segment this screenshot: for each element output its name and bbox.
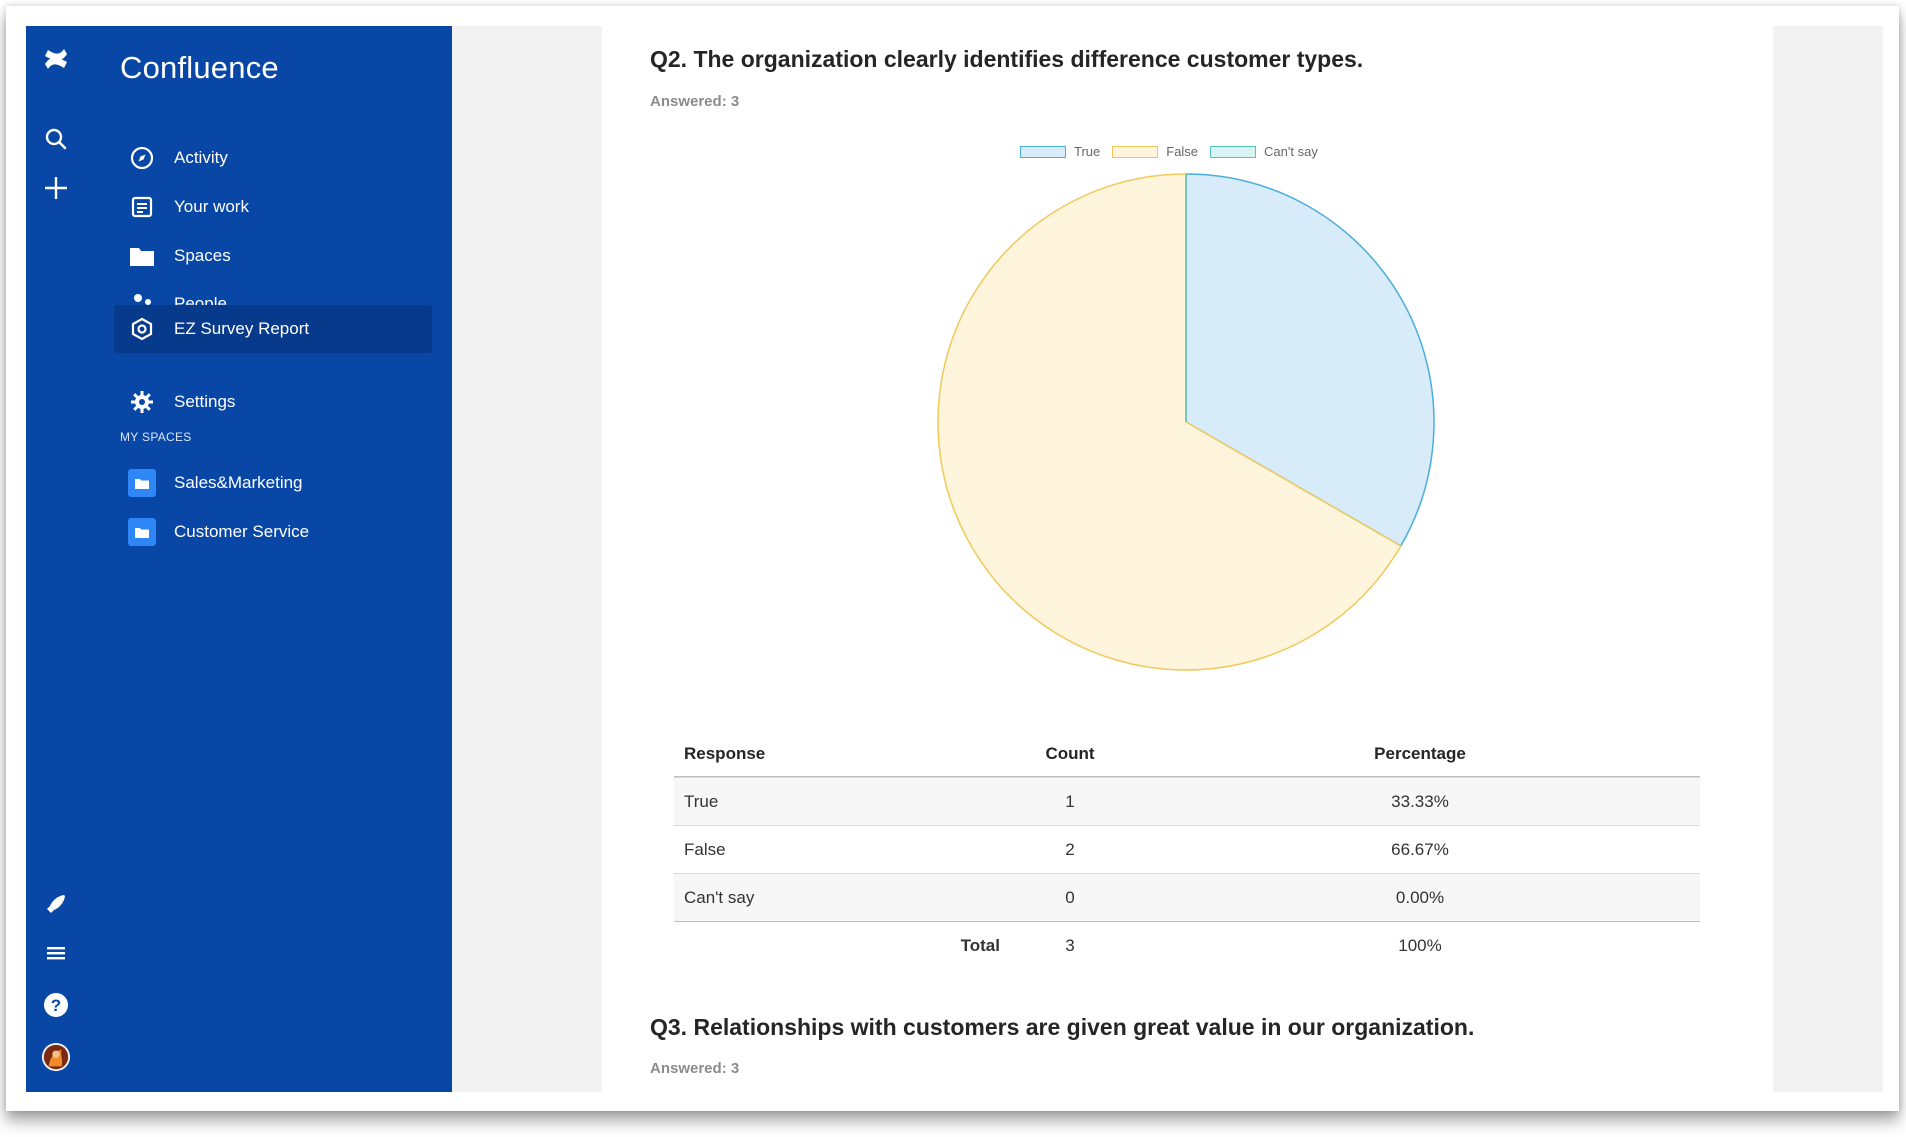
app-title: Confluence [120, 50, 279, 85]
cell-response: False [684, 839, 726, 859]
table-header-row: Response Count Percentage [674, 732, 1700, 777]
content-gutter-right [1773, 26, 1883, 1092]
space-item-sales-marketing[interactable]: Sales&Marketing [114, 459, 432, 507]
question-2-answered: Answered: 3 [650, 93, 740, 110]
sidebar-item-label: Spaces [174, 246, 231, 265]
sidebar-item-label: Settings [174, 392, 236, 411]
pie-slice-false[interactable] [937, 173, 1402, 671]
legend-label: False [1166, 144, 1199, 159]
header-response: Response [684, 744, 766, 763]
sidebar-item-label: EZ Survey Report [174, 319, 310, 338]
confluence-logo-icon[interactable] [41, 44, 71, 74]
hexagon-gear-icon [128, 315, 156, 343]
cell-total-percentage: 100% [1398, 935, 1442, 955]
response-table: Response Count Percentage True 1 33.33% … [674, 732, 1700, 969]
sidebar-item-your-work[interactable]: Your work [114, 183, 432, 231]
space-item-customer-service[interactable]: Customer Service [114, 508, 432, 556]
legend-item-true[interactable]: True [1020, 144, 1100, 159]
compass-icon [128, 144, 156, 172]
search-icon[interactable] [41, 124, 71, 154]
cell-count: 0 [1065, 887, 1075, 907]
legend-swatch-true [1020, 145, 1066, 158]
sidebar-item-settings[interactable]: Settings [114, 378, 432, 426]
space-item-label: Customer Service [174, 522, 310, 541]
pie-slice-true[interactable] [1185, 173, 1435, 548]
question-3-answered: Answered: 3 [650, 1060, 740, 1077]
cell-count: 2 [1065, 839, 1075, 859]
avatar[interactable] [41, 1042, 71, 1072]
question-3-title: Q3. Relationships with customers are giv… [650, 1014, 1475, 1040]
sidebar-item-ez-survey-report[interactable]: EZ Survey Report [114, 305, 432, 353]
rocket-icon[interactable] [41, 889, 71, 919]
sidebar-item-spaces[interactable]: Spaces [114, 232, 432, 280]
legend-item-cant-say[interactable]: Can't say [1210, 144, 1318, 159]
cell-total-label: Total [960, 935, 1000, 955]
document-list-icon [128, 193, 156, 221]
table-row: False 2 66.67% [674, 825, 1700, 873]
header-count: Count [1045, 744, 1095, 763]
cell-percentage: 66.67% [1391, 839, 1449, 859]
sidebar-item-label: Activity [174, 148, 228, 167]
space-folder-icon [128, 518, 156, 546]
cell-response: True [684, 791, 719, 811]
cell-total-count: 3 [1065, 935, 1075, 955]
header-percentage: Percentage [1374, 744, 1466, 763]
table-total-row: Total 3 100% [674, 921, 1700, 969]
legend-label: True [1074, 144, 1101, 159]
cell-percentage: 0.00% [1395, 887, 1445, 907]
folder-icon [128, 242, 156, 270]
pie-chart [936, 172, 1436, 672]
global-rail: ? [26, 26, 86, 1092]
my-spaces-heading: MY SPACES [120, 430, 192, 444]
space-folder-icon [128, 469, 156, 497]
legend-swatch-cant-say [1210, 145, 1257, 158]
hamburger-icon[interactable] [41, 938, 71, 968]
legend-label: Can't say [1264, 144, 1318, 159]
svg-text:?: ? [51, 996, 61, 1015]
sidebar: Confluence Activity Your work Spaces Peo… [86, 26, 452, 1092]
legend-item-false[interactable]: False [1112, 144, 1198, 159]
cell-count: 1 [1065, 791, 1075, 811]
space-item-label: Sales&Marketing [174, 473, 303, 492]
cell-percentage: 33.33% [1391, 791, 1449, 811]
question-2-title: Q2. The organization clearly identifies … [650, 46, 1364, 72]
chart-legend: True False Can't say [1020, 144, 1330, 159]
cell-response: Can't say [684, 887, 755, 907]
survey-report-content: Q2. The organization clearly identifies … [602, 26, 1773, 1092]
sidebar-item-label: Your work [174, 197, 249, 216]
help-icon[interactable]: ? [41, 990, 71, 1020]
legend-swatch-false [1112, 145, 1159, 158]
plus-icon[interactable] [41, 173, 71, 203]
gear-icon [128, 388, 156, 416]
sidebar-item-activity[interactable]: Activity [114, 134, 432, 182]
table-row: True 1 33.33% [674, 777, 1700, 825]
table-row: Can't say 0 0.00% [674, 873, 1700, 921]
content-gutter-left [452, 26, 602, 1092]
